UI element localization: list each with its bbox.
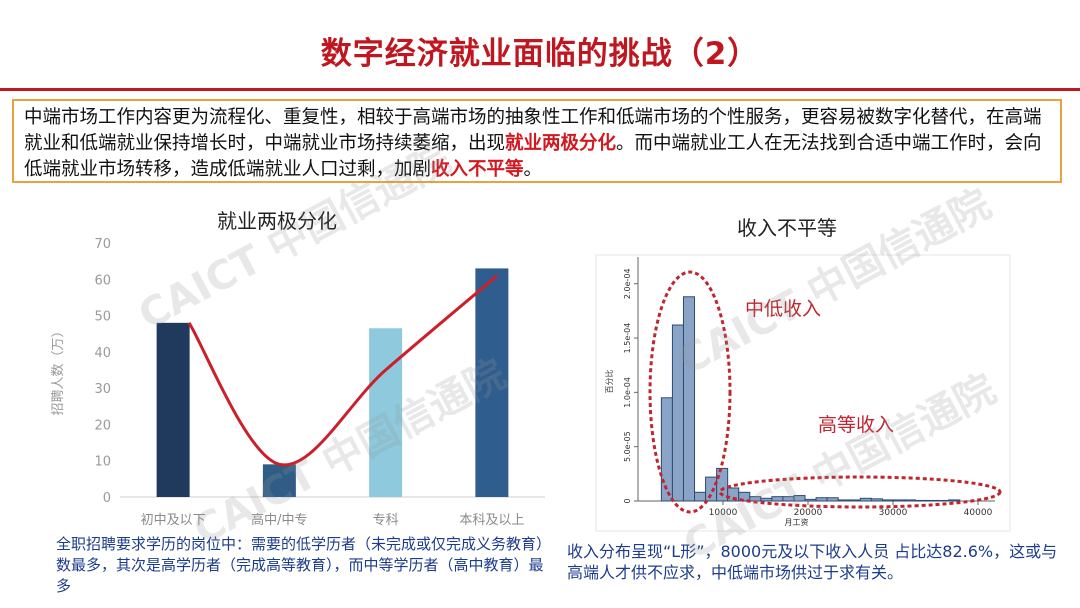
histogram-bar [903,499,917,502]
y-tick-label: 10 [94,455,111,470]
histogram-bar [859,497,872,502]
x-tick-label: 10000 [709,508,738,518]
annotation-low-income: 中低收入 [745,298,821,320]
histogram-bar [870,498,883,502]
y-tick-label: 0 [103,491,111,506]
histogram-bar [682,296,696,502]
x-tick-label: 40000 [964,508,993,518]
right-caption: 收入分布呈现“L形”，8000元及以下收入人员 占比达82.6%，这或与高端人才… [567,542,1058,582]
histogram-bar [892,499,905,502]
x-tick-label: 20000 [794,508,823,518]
intro-highlight: 收入不平等 [431,159,524,180]
x-tick-label: 本科及以上 [459,513,524,528]
histogram-bar [815,497,828,502]
title-divider [0,88,1080,91]
histogram-bar [671,324,684,502]
histogram-bar [848,499,861,502]
histogram-bar [948,499,961,502]
y-tick-label: 50 [94,310,111,325]
histogram-bar [694,491,707,502]
y-tick-label: 0 [623,498,632,503]
intro-text: 。而中端就业工人在无法找到合适中端工作时，会向低端就业市场转移，造成低端就业人口… [24,133,1042,180]
intro-text: 中端市场工作内容更为流程化、重复性，相较于高端市场的抽象性工作和低端市场的个性服… [24,107,1042,154]
histogram-bar [660,397,673,502]
trend-curve [187,274,499,467]
x-tick-label: 30000 [879,508,908,518]
histogram-bar [793,495,806,502]
left-chart-title: 就业两极分化 [217,209,337,233]
histogram-frame [595,254,1011,532]
y-tick-label: 70 [94,237,111,252]
bar [262,464,296,497]
y-tick-label: 60 [94,273,111,288]
page-title: 数字经济就业面临的挑战（2） [320,36,760,72]
histogram-bar [837,499,850,502]
annotation-high-income: 高等收入 [818,414,894,436]
bar [369,328,403,497]
y-tick-label: 20 [94,418,111,433]
x-axis-label: 月工资 [785,517,809,527]
high-income-ellipse [718,475,1002,509]
y-axis-label: 招聘人数（万） [51,324,66,415]
histogram-bar [926,499,939,502]
low-income-ellipse [648,270,732,514]
right-chart-title: 收入不平等 [737,216,837,240]
histogram-bar [937,499,950,502]
x-tick-label: 专科 [373,513,399,528]
histogram-bar [782,496,795,502]
histogram-bar [771,496,784,502]
x-tick-label: 初中及以下 [141,513,206,528]
intro-text: 。 [523,159,543,180]
y-tick-label: 1.5e-04 [623,323,632,354]
histogram-bar [804,498,817,502]
histogram-bar [760,497,773,502]
histogram-bar [881,499,894,502]
bar [156,322,190,497]
bar [475,268,509,497]
y-tick-label: 40 [94,346,111,361]
histogram-bar [915,499,928,502]
x-tick-label: 高中/中专 [251,512,307,528]
y-axis-label: 百分比 [604,370,614,394]
y-tick-label: 2.0e-04 [623,268,632,299]
left-caption: 全职招聘要求学历的岗位中：需要的低学历者（未完成或仅完成义务教育）数最多，其次是… [56,535,552,595]
histogram-bar [826,497,839,502]
y-tick-label: 5.0e-05 [623,431,632,462]
intro-box: 中端市场工作内容更为流程化、重复性，相较于高端市场的抽象性工作和低端市场的个性服… [12,99,1062,183]
histogram-bar [749,496,762,502]
intro-highlight: 就业两极分化 [505,133,617,154]
y-tick-label: 1.0e-04 [623,377,632,408]
y-tick-label: 30 [94,382,111,397]
